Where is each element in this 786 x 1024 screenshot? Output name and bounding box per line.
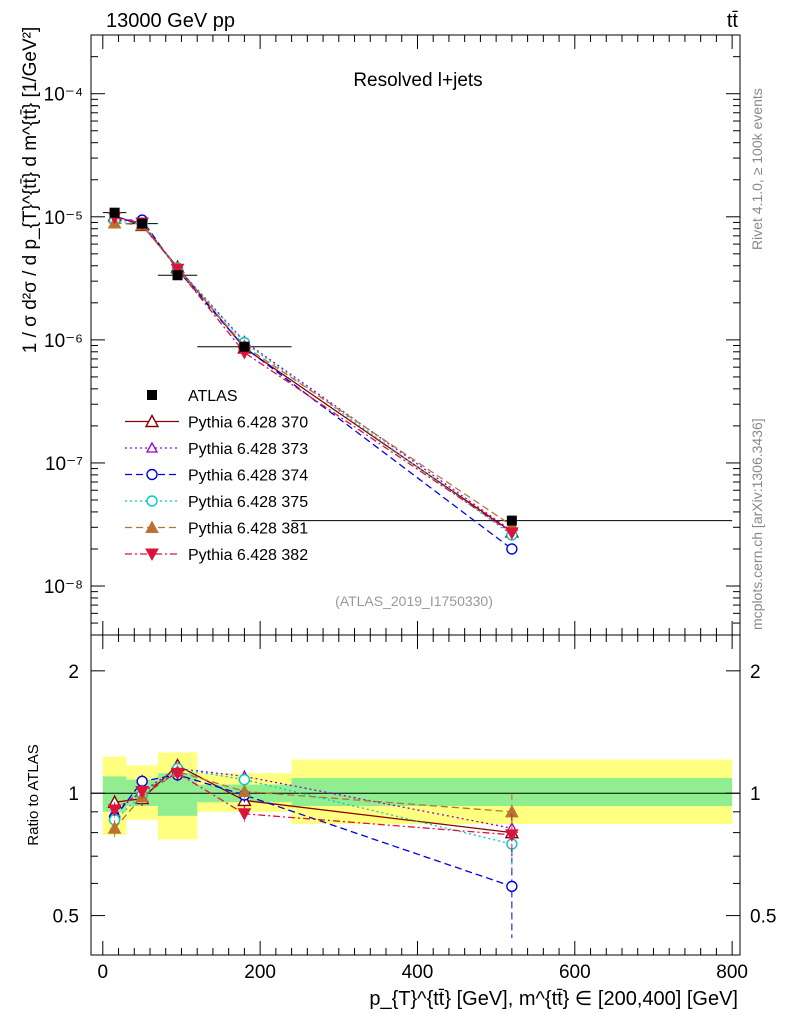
series-6-point: [170, 263, 185, 277]
ratio-y-tick-labels-left: 0.5 1 2: [53, 662, 79, 928]
ratio-series-6-line: [114, 772, 512, 836]
ratio-plot-area: [91, 752, 740, 939]
legend-marker: [146, 495, 158, 507]
legend-marker: [146, 468, 158, 481]
y-tick-label: 10⁻⁸: [44, 577, 83, 598]
atlas-data-point: [172, 270, 183, 281]
atlas-data-point: [109, 207, 120, 218]
y-tick-label: 10⁻⁴: [44, 85, 83, 106]
x-tick-label: 200: [244, 962, 276, 983]
ratio-series-3-point: [506, 880, 518, 893]
ratio-axis-ticks: [91, 635, 740, 955]
series-6-group: [107, 211, 519, 540]
ratio-y-tick-label: 1: [68, 784, 79, 805]
y-tick-label: 10⁻⁵: [44, 208, 83, 229]
main-y-tick-labels: 10⁻⁸ 10⁻⁷ 10⁻⁶ 10⁻⁵ 10⁻⁴: [44, 85, 83, 598]
ratio-series-6-point: [107, 804, 122, 817]
mcplots-label: mcplots.cern.ch [arXiv:1306.3436]: [749, 418, 765, 630]
x-tick-label: 600: [559, 962, 591, 983]
energy-label: 13000 GeV pp: [106, 10, 235, 32]
ratio-series-5-line: [114, 770, 512, 829]
x-axis-label: p_{T}^{tt̄} [GeV], m^{tt̄} ∈ [200,400] […: [369, 988, 738, 1010]
x-tick-label: 0: [98, 962, 109, 983]
ratio-series-5-point: [107, 821, 122, 834]
main-panel: 10⁻⁸ 10⁻⁷ 10⁻⁶ 10⁻⁵ 10⁻⁴ Resolved l+jets (AT…: [20, 27, 741, 636]
legend-atlas-label: ATLAS: [188, 388, 238, 405]
ratio-y-tick-label: 0.5: [750, 907, 776, 928]
ratio-series-5-point: [237, 784, 252, 797]
x-tick-labels: 0 200 400 600 800: [98, 962, 748, 983]
uncertainty-band-inner: [102, 776, 127, 812]
legend-label: Pythia 6.428 370: [188, 415, 308, 432]
main-axis-ticks: [91, 35, 740, 636]
legend-atlas-marker: [147, 390, 157, 400]
legend-label: Pythia 6.428 373: [188, 441, 308, 458]
ratio-y-tick-label: 2: [68, 662, 79, 683]
series-4-group: [108, 214, 518, 541]
ratio-series-6-point: [135, 785, 149, 799]
ratio-series-6-group: [107, 767, 519, 859]
legend-marker: [145, 520, 159, 533]
series-3-point: [506, 543, 518, 555]
atlas-data-point: [239, 341, 250, 352]
series-6-point: [505, 527, 519, 540]
ratio-series-6-point: [237, 808, 252, 821]
legend-marker: [145, 441, 159, 453]
analysis-tag: (ATLAS_2019_I1750330): [335, 593, 493, 609]
series-2-group: [108, 212, 518, 536]
process-label: tt̄: [727, 10, 739, 32]
main-frame: [90, 34, 741, 636]
legend-label: Pythia 6.428 374: [188, 468, 308, 485]
legend-label: Pythia 6.428 381: [188, 521, 308, 538]
ratio-series-6-point: [505, 829, 519, 842]
atlas-data-point: [137, 218, 148, 229]
series-5-group: [107, 215, 519, 532]
ratio-y-axis-label: Ratio to ATLAS: [25, 744, 42, 845]
rivet-label: Rivet 4.1.0, ≥ 100k events: [749, 88, 765, 250]
uncertainty-band-inner: [291, 778, 733, 807]
y-tick-label: 10⁻⁷: [45, 454, 83, 475]
legend-label: Pythia 6.428 375: [188, 494, 308, 511]
legend: ATLAS Pythia 6.428 370 Pythia 6.428 373 Pyt…: [125, 388, 308, 564]
series-3-group: [108, 214, 518, 555]
x-tick-label: 400: [402, 962, 434, 983]
main-plot-area: [102, 207, 733, 555]
ratio-series-6-point: [170, 767, 185, 781]
legend-marker: [144, 414, 160, 428]
ratio-frame: [90, 634, 741, 956]
ratio-panel: 0.5 1 2 0.5 1 2 0 200 400 600 800 Ratio to ATLAS…: [25, 634, 776, 1010]
ratio-y-tick-label: 2: [750, 662, 761, 683]
main-y-axis-label: 1 / σ d²σ / d p_{T}^{tt̄} d m^{tt̄} [1/G…: [20, 27, 41, 353]
ratio-y-tick-label: 1: [750, 784, 761, 805]
y-tick-label: 10⁻⁶: [44, 331, 83, 352]
atlas-data-point: [506, 515, 517, 526]
series-1-line: [114, 215, 513, 533]
x-tick-label: 800: [716, 962, 748, 983]
legend-label: Pythia 6.428 382: [188, 547, 308, 564]
ratio-y-tick-label: 0.5: [53, 907, 79, 928]
legend-marker: [145, 548, 159, 562]
ratio-y-tick-labels-right: 0.5 1 2: [750, 662, 776, 928]
ratio-series-4-point: [238, 773, 251, 786]
chart-title: Resolved l+jets: [353, 70, 482, 91]
